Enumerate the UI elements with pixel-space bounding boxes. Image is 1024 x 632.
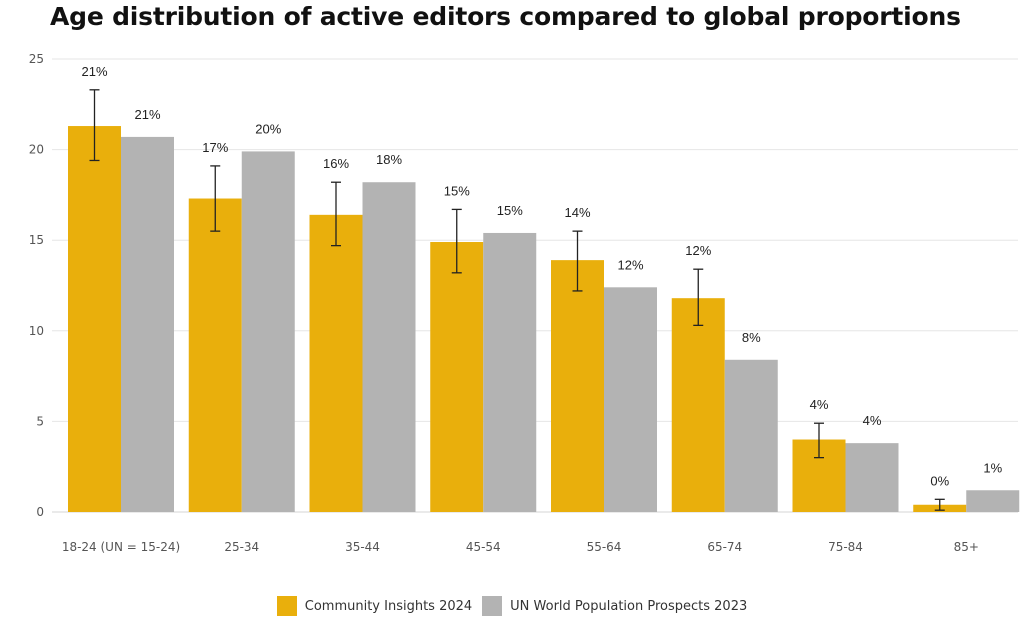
x-category-label: 45-54	[466, 540, 501, 554]
data-label: 4%	[810, 397, 829, 412]
bar-chart: 0 5 10 15 20 25 21% 21% 17% 20% 16% 18% 15% 15% 14% 12…	[29, 52, 1020, 554]
y-tick-label: 15	[29, 233, 44, 247]
bar	[188, 198, 242, 513]
data-label: 1%	[983, 460, 1002, 475]
legend-swatch-un-population	[482, 596, 503, 616]
bar	[483, 232, 537, 512]
legend: Community Insights 2024 UN World Populat…	[0, 596, 1024, 616]
x-category-label: 35-44	[345, 540, 380, 554]
data-label: 0%	[930, 473, 949, 488]
data-label: 15%	[444, 183, 470, 198]
bar	[671, 298, 725, 512]
y-axis-ticks: 0 5 10 15 20 25	[29, 52, 44, 519]
x-category-label: 55-64	[587, 540, 622, 554]
y-tick-label: 10	[29, 324, 44, 338]
data-label: 20%	[255, 121, 281, 136]
legend-label: Community Insights 2024	[304, 598, 473, 614]
legend-label: UN World Population Prospects 2023	[510, 598, 748, 614]
bar	[241, 151, 295, 513]
bar	[845, 443, 899, 512]
data-label: 4%	[863, 413, 882, 428]
data-label: 12%	[617, 257, 643, 272]
bar	[604, 287, 657, 512]
x-category-label: 65-74	[707, 540, 742, 554]
chart-title: Age distribution of active editors compa…	[50, 2, 961, 31]
bar	[551, 260, 604, 512]
bar	[121, 136, 174, 512]
legend-swatch-community-insights	[276, 596, 297, 616]
y-tick-label: 0	[36, 505, 44, 519]
data-label: 21%	[134, 107, 160, 122]
x-category-label: 85+	[954, 540, 979, 554]
data-label: 18%	[376, 152, 402, 167]
bar	[430, 242, 484, 512]
error-bars	[89, 89, 945, 511]
x-category-label: 75-84	[828, 540, 863, 554]
legend-item-community-insights[interactable]: Community Insights 2024	[276, 596, 473, 616]
bar	[724, 359, 778, 512]
data-labels: 21% 21% 17% 20% 16% 18% 15% 15% 14% 12% 12% 8% 4% 4% 0…	[81, 64, 1002, 489]
data-label: 17%	[202, 140, 228, 155]
bar	[309, 214, 363, 512]
y-tick-label: 20	[29, 143, 44, 157]
x-category-label: 18-24 (UN = 15-24)	[62, 540, 180, 554]
legend-item-un-population[interactable]: UN World Population Prospects 2023	[482, 596, 747, 616]
bars	[68, 126, 1020, 513]
bar	[362, 182, 416, 512]
data-label: 8%	[742, 330, 761, 345]
data-label: 21%	[81, 64, 107, 79]
x-axis-categories: 18-24 (UN = 15-24) 25-34 35-44 45-54 55-64 65…	[62, 540, 979, 554]
y-tick-label: 25	[29, 52, 44, 66]
bar	[966, 490, 1020, 512]
x-category-label: 25-34	[224, 540, 259, 554]
data-label: 15%	[497, 203, 523, 218]
data-label: 12%	[685, 243, 711, 258]
data-label: 16%	[323, 156, 349, 171]
y-tick-label: 5	[36, 414, 44, 428]
bar	[68, 126, 121, 512]
data-label: 14%	[564, 205, 590, 220]
